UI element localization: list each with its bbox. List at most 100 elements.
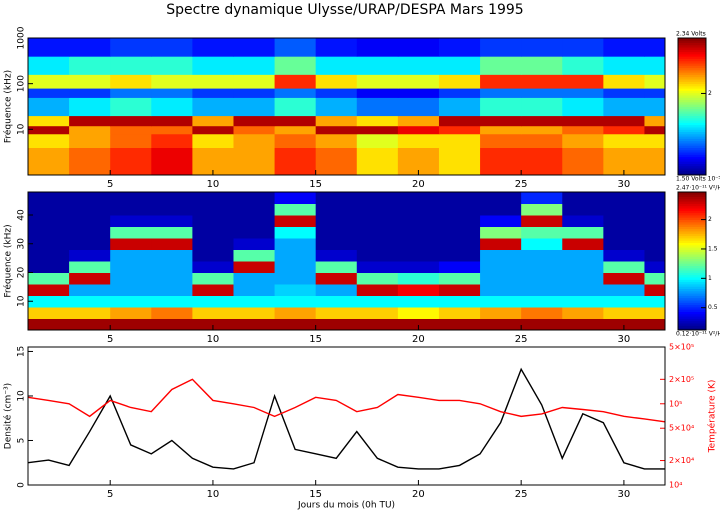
heat-cell bbox=[603, 192, 645, 204]
colorbar-tick-label: 1 bbox=[708, 275, 712, 282]
heat-cell bbox=[480, 203, 522, 216]
heat-cell bbox=[315, 238, 358, 250]
colorbar-step bbox=[678, 47, 706, 50]
heat-cell bbox=[603, 318, 645, 331]
heat-cell bbox=[315, 284, 358, 296]
colorbar-step bbox=[678, 120, 706, 123]
colorbar-step bbox=[678, 72, 706, 75]
heat-cell bbox=[233, 125, 276, 135]
heat-cell bbox=[644, 74, 666, 89]
colorbar-step bbox=[678, 219, 706, 223]
heat-cell bbox=[438, 284, 481, 296]
heat-cell bbox=[438, 318, 481, 331]
heat-cell bbox=[438, 192, 481, 204]
colorbar-step bbox=[678, 192, 706, 195]
heat-cell bbox=[644, 133, 666, 149]
heat-cell bbox=[562, 295, 604, 308]
heat-cell bbox=[438, 215, 481, 227]
heat-cell bbox=[562, 238, 604, 250]
heat-cell bbox=[644, 203, 666, 216]
heat-cell bbox=[603, 295, 645, 308]
heat-cell bbox=[233, 307, 276, 319]
heat-cell bbox=[480, 272, 522, 285]
heat-cell bbox=[151, 226, 193, 239]
heat-cell bbox=[151, 115, 193, 127]
colorbar-step bbox=[678, 217, 706, 220]
colorbar-step bbox=[678, 113, 706, 117]
heat-cell bbox=[562, 192, 604, 204]
heat-cell bbox=[397, 38, 440, 57]
colorbar-step bbox=[678, 194, 706, 197]
colorbar-step bbox=[678, 122, 706, 126]
heat-cell bbox=[110, 56, 152, 75]
heat-cell bbox=[397, 133, 440, 149]
heat-cell bbox=[69, 295, 111, 308]
colorbar-step bbox=[678, 226, 706, 230]
heat-cell bbox=[69, 38, 111, 57]
heat-cell bbox=[480, 249, 522, 262]
heat-cell bbox=[315, 295, 358, 308]
colorbar-step bbox=[678, 325, 706, 329]
colorbar-step bbox=[678, 108, 706, 112]
heat-cell bbox=[28, 203, 70, 216]
heat-cell bbox=[69, 203, 111, 216]
colorbar-step bbox=[678, 117, 706, 121]
heat-cell bbox=[233, 74, 276, 89]
x-tick-label: 15 bbox=[309, 334, 322, 345]
heat-cell bbox=[28, 226, 70, 239]
x-tick-label: 10 bbox=[207, 334, 220, 345]
heat-cell bbox=[603, 226, 645, 239]
heat-cell bbox=[562, 97, 604, 117]
heat-cell bbox=[480, 38, 522, 57]
heat-cell bbox=[562, 125, 604, 135]
heat-cell bbox=[356, 284, 399, 296]
heat-cell bbox=[315, 226, 358, 239]
colorbar-step bbox=[678, 44, 706, 48]
x-tick-label: 20 bbox=[412, 489, 425, 500]
heat-cell bbox=[233, 97, 276, 117]
colorbar-step bbox=[678, 124, 706, 128]
x-tick-label: 30 bbox=[618, 489, 631, 500]
heat-cell bbox=[521, 88, 563, 98]
heat-cell bbox=[233, 88, 276, 98]
heat-cell bbox=[110, 38, 152, 57]
heat-cell bbox=[521, 56, 563, 75]
plot-frame bbox=[27, 191, 666, 331]
heat-cell bbox=[28, 307, 70, 319]
colorbar-step bbox=[678, 159, 706, 162]
colorbar-tick-label: 0.5 bbox=[708, 304, 718, 311]
heat-cell bbox=[151, 261, 193, 273]
heat-cell bbox=[438, 125, 481, 135]
heat-cell bbox=[397, 272, 440, 285]
colorbar-tick-label: 2 bbox=[708, 90, 712, 97]
colorbar-top-label: 2.47·10⁻¹¹ V²/Hz bbox=[676, 185, 720, 192]
x-tick-label: 20 bbox=[412, 179, 425, 190]
heat-cell bbox=[69, 307, 111, 319]
heat-cell bbox=[644, 295, 666, 308]
heat-cell bbox=[192, 284, 234, 296]
heat-cell bbox=[521, 215, 563, 227]
heat-cell bbox=[480, 56, 522, 75]
heat-cell bbox=[151, 38, 193, 57]
series-line bbox=[27, 378, 666, 423]
colorbar-step bbox=[678, 242, 706, 246]
x-axis-label: Jours du mois (0h TU) bbox=[297, 501, 395, 511]
heat-cell bbox=[438, 307, 481, 319]
heat-cell bbox=[233, 115, 276, 127]
heat-cell bbox=[110, 97, 152, 117]
colorbar-step bbox=[678, 300, 706, 303]
colorbar-step bbox=[678, 212, 706, 216]
colorbar-step bbox=[678, 147, 706, 151]
heat-cell bbox=[233, 249, 276, 262]
colorbar-step bbox=[678, 152, 706, 155]
heat-cell bbox=[28, 133, 70, 149]
heat-cell bbox=[356, 318, 399, 331]
heat-cell bbox=[521, 261, 563, 273]
heat-cell bbox=[521, 115, 563, 127]
colorbar-step bbox=[678, 63, 706, 66]
heat-cell bbox=[28, 88, 70, 98]
heat-cell bbox=[562, 38, 604, 57]
heat-cell bbox=[480, 226, 522, 239]
colorbar-step bbox=[678, 258, 706, 262]
heat-cell bbox=[438, 249, 481, 262]
